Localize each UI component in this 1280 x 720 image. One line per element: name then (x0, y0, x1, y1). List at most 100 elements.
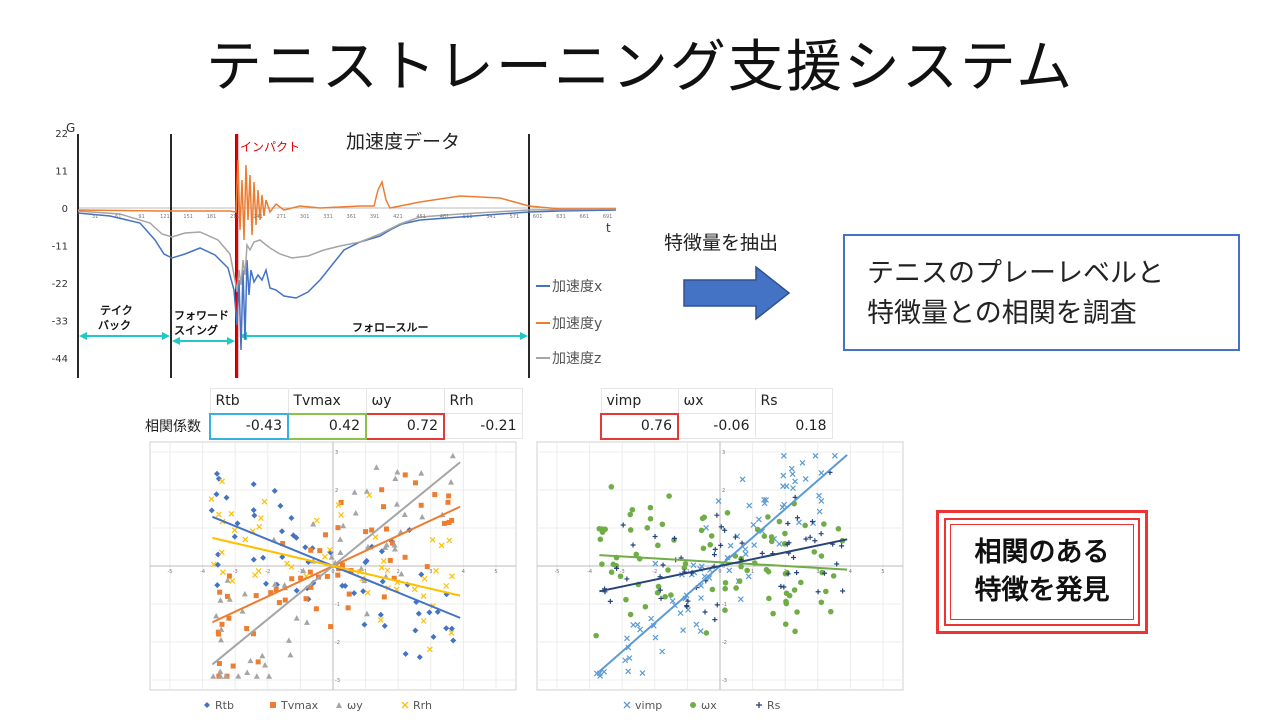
data-point-rs (614, 565, 620, 571)
data-point-omega-x (623, 596, 629, 603)
data-point-rtb (213, 491, 220, 498)
data-point-rs (718, 542, 724, 548)
data-point-rs (620, 522, 626, 528)
x-tick-label: 181 (207, 214, 217, 220)
data-point-rs (722, 527, 728, 533)
data-point-rtb (250, 507, 257, 514)
trendline-omega-x (599, 554, 848, 571)
x-tick-label: -4 (587, 569, 592, 575)
data-point-tvmax (432, 492, 438, 498)
phase-arrow-takeback-head-right (162, 332, 170, 340)
data-point-omega-y (383, 541, 390, 548)
x-tick-label: 0 (718, 569, 721, 575)
x-tick-label: 331 (323, 214, 333, 220)
data-point-rrh (218, 549, 225, 556)
data-point-rrh (364, 589, 371, 596)
data-point-rrh (421, 575, 428, 582)
value-omega-x: -0.06 (677, 413, 756, 439)
data-point-vimp (680, 627, 687, 634)
data-point-vimp (780, 452, 787, 459)
data-point-vimp (726, 567, 733, 574)
phase-arrow-followthrough-head-right (520, 332, 528, 340)
y-tick-label: 2 (335, 488, 338, 494)
data-point-vimp (739, 476, 746, 483)
data-point-rs (821, 570, 827, 576)
data-point-rtb (412, 627, 419, 634)
data-point-rrh (321, 553, 328, 560)
data-point-vimp (816, 508, 823, 515)
data-point-rrh (449, 573, 455, 580)
data-point-rtb (379, 578, 386, 585)
x-tick-label: 301 (300, 214, 310, 220)
x-tick-label: 571 (510, 214, 520, 220)
data-point-rtb (277, 502, 284, 509)
slide-title: テニストレーニング支援システム (205, 35, 1075, 100)
data-point-vimp (677, 610, 684, 616)
data-point-omega-y (224, 577, 231, 583)
data-point-omega-x (738, 563, 744, 570)
data-point-rtb (378, 548, 385, 555)
data-point-rrh (372, 534, 379, 540)
data-point-rtb (260, 554, 267, 561)
data-point-tvmax (445, 499, 451, 505)
data-point-vimp (737, 596, 744, 603)
col-header-rtb: Rtb (209, 388, 289, 414)
data-point-tvmax (328, 624, 334, 630)
data-point-vimp (745, 573, 752, 580)
data-point-vimp (703, 524, 710, 531)
legend-accel-z: 加速度z (552, 351, 601, 367)
data-point-vimp (690, 562, 697, 569)
data-point-omega-x (701, 514, 708, 521)
data-point-vimp (693, 621, 700, 628)
data-point-rs (732, 534, 738, 540)
data-point-vimp (698, 563, 705, 570)
data-point-vimp (802, 475, 809, 482)
x-tick-label: 5 (881, 569, 884, 575)
data-point-tvmax (369, 527, 375, 533)
data-point-omega-y (226, 596, 233, 602)
data-point-rs (718, 524, 724, 530)
data-point-omega-y (244, 669, 251, 675)
data-point-omega-y (271, 581, 278, 587)
value-rtb: -0.43 (209, 412, 289, 440)
data-point-rrh (261, 498, 268, 505)
data-point-omega-x (627, 611, 634, 618)
data-point-omega-x (794, 609, 800, 615)
data-point-omega-x (821, 521, 827, 527)
data-point-vimp (652, 634, 659, 641)
data-point-rtb (416, 654, 423, 661)
discovery-line-1: 相関のある (974, 537, 1110, 568)
data-point-omega-y (239, 608, 246, 614)
x-unit-label: t (606, 221, 611, 235)
y-tick-label: 3 (722, 450, 725, 456)
data-point-omega-x (818, 553, 825, 559)
data-point-omega-y (352, 509, 359, 516)
data-point-omega-x (633, 551, 640, 558)
data-point-omega-y (337, 549, 344, 556)
data-point-rrh (377, 617, 384, 623)
col-header-rs: Rs (754, 388, 833, 414)
data-point-rtb (213, 470, 220, 477)
x-tick-label: 1 (751, 569, 754, 575)
data-point-rs (815, 589, 821, 595)
data-point-rrh (258, 515, 264, 522)
legend-label: Rrh (413, 699, 432, 712)
data-point-omega-y (373, 464, 380, 470)
x-tick-label: -5 (168, 569, 173, 575)
y-tick-label: -22 (52, 279, 68, 290)
data-point-omega-x (708, 533, 715, 539)
data-point-omega-x (610, 561, 617, 568)
data-point-rs (812, 538, 818, 544)
data-point-rtb (234, 520, 241, 527)
data-point-rrh (426, 646, 433, 653)
phase-arrow-takeback-head-left (79, 332, 87, 340)
data-point-omega-x (782, 621, 789, 627)
data-point-omega-x (802, 522, 808, 529)
data-point-rrh (284, 560, 290, 567)
data-point-rs (652, 533, 658, 539)
data-point-tvmax (390, 540, 396, 546)
data-point-rtb (361, 621, 368, 628)
data-point-omega-y (217, 673, 224, 679)
y-tick-label: -44 (52, 354, 68, 365)
x-tick-label: 391 (370, 214, 380, 220)
